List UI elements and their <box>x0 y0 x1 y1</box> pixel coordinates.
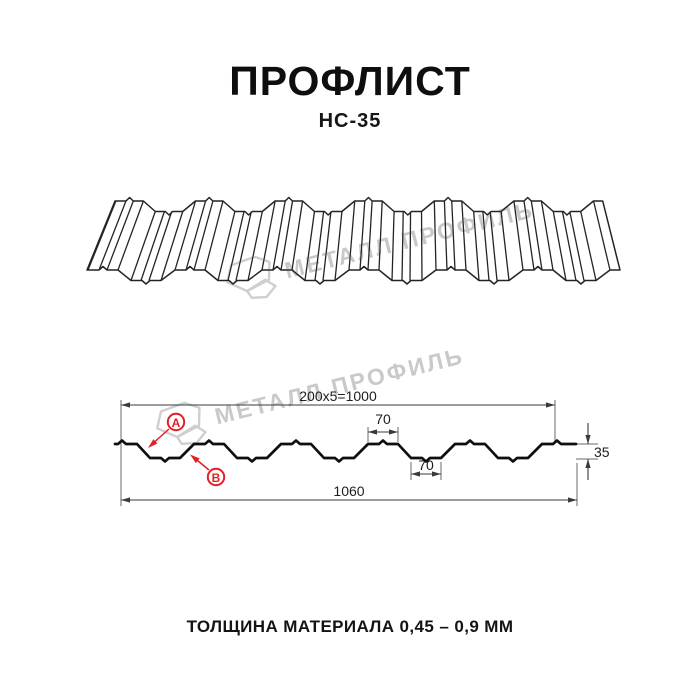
page-title: ПРОФЛИСТ <box>229 58 471 104</box>
rib-fold-lines <box>87 200 611 281</box>
dimension-cover-width-label: 200x5=1000 <box>299 388 377 404</box>
profile-3d-drawing <box>86 196 621 285</box>
dimension-bottom-flange-label: 70 <box>418 457 434 473</box>
dimension-arrowheads <box>121 402 591 503</box>
thickness-note: ТОЛЩИНА МАТЕРИАЛА 0,45 – 0,9 ММ <box>186 617 514 636</box>
callout-b-circle <box>206 467 226 487</box>
dimension-overall-width-label: 1060 <box>333 483 364 499</box>
cross-section-profile-line <box>113 439 578 463</box>
callout-a-label: А <box>172 416 181 430</box>
cross-section-drawing: 200x5=1000 1060 70 70 35 А В <box>113 388 610 506</box>
dimension-height-label: 35 <box>594 444 610 460</box>
extension-lines <box>120 400 598 506</box>
callouts: А В <box>148 412 226 487</box>
dimension-top-flange-label: 70 <box>375 411 391 427</box>
callout-b-label: В <box>212 471 221 485</box>
profile-code: НС-35 <box>318 110 382 132</box>
